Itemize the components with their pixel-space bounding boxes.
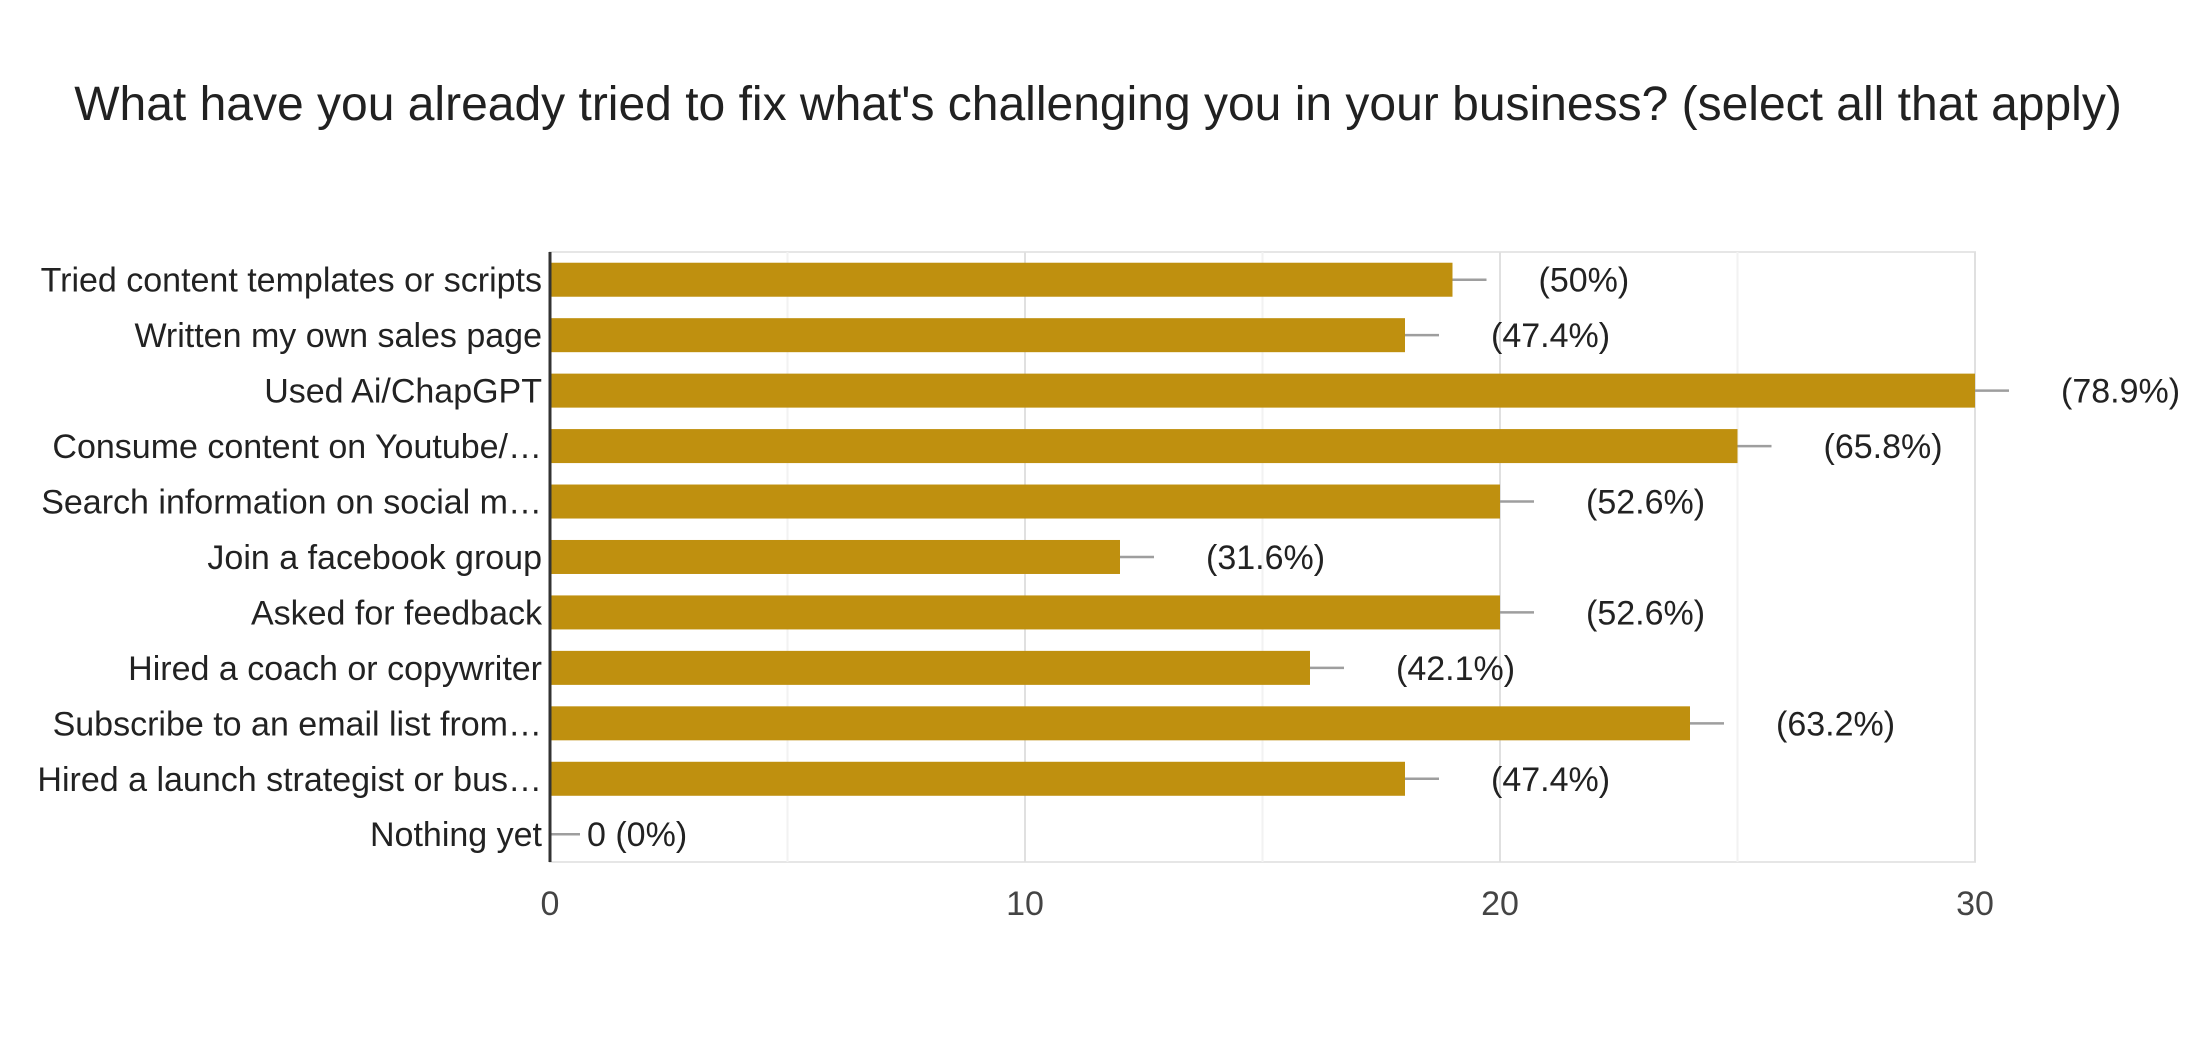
value-label: (42.1%) (1396, 650, 1515, 688)
chart-title: What have you already tried to fix what'… (74, 78, 2122, 131)
value-label: (65.8%) (1824, 428, 1943, 466)
bar (550, 761, 1405, 796)
category-label: Consume content on Youtube/… (52, 428, 542, 466)
value-label: (78.9%) (2061, 373, 2180, 411)
category-label: Search information on social m… (41, 484, 542, 522)
value-label: (47.4%) (1491, 317, 1610, 355)
bar (550, 484, 1500, 519)
value-label: (31.6%) (1206, 539, 1325, 577)
bar (550, 595, 1500, 630)
bar (550, 429, 1738, 464)
x-tick-label: 30 (1956, 885, 1994, 923)
bar (550, 262, 1453, 297)
x-tick-label: 10 (1006, 885, 1044, 923)
category-label: Subscribe to an email list from… (53, 705, 542, 743)
bar (550, 539, 1120, 574)
bar (550, 373, 1975, 408)
value-label: 0 (0%) (587, 816, 687, 854)
category-label: Used Ai/ChapGPT (264, 373, 542, 411)
bar (550, 650, 1310, 685)
x-tick-label: 0 (541, 885, 560, 923)
category-label: Hired a coach or copywriter (128, 650, 542, 688)
value-label: (52.6%) (1586, 484, 1705, 522)
category-label: Join a facebook group (207, 539, 542, 577)
category-label: Hired a launch strategist or bus… (37, 761, 542, 799)
value-label: (47.4%) (1491, 761, 1610, 799)
category-label: Asked for feedback (251, 594, 543, 632)
bar (550, 318, 1405, 353)
category-label: Written my own sales page (134, 317, 542, 355)
category-label: Tried content templates or scripts (41, 262, 542, 300)
value-label: (52.6%) (1586, 594, 1705, 632)
value-label: (63.2%) (1776, 705, 1895, 743)
x-tick-label: 20 (1481, 885, 1519, 923)
bar (550, 706, 1690, 741)
value-label: (50%) (1539, 262, 1630, 300)
category-label: Nothing yet (370, 816, 543, 854)
